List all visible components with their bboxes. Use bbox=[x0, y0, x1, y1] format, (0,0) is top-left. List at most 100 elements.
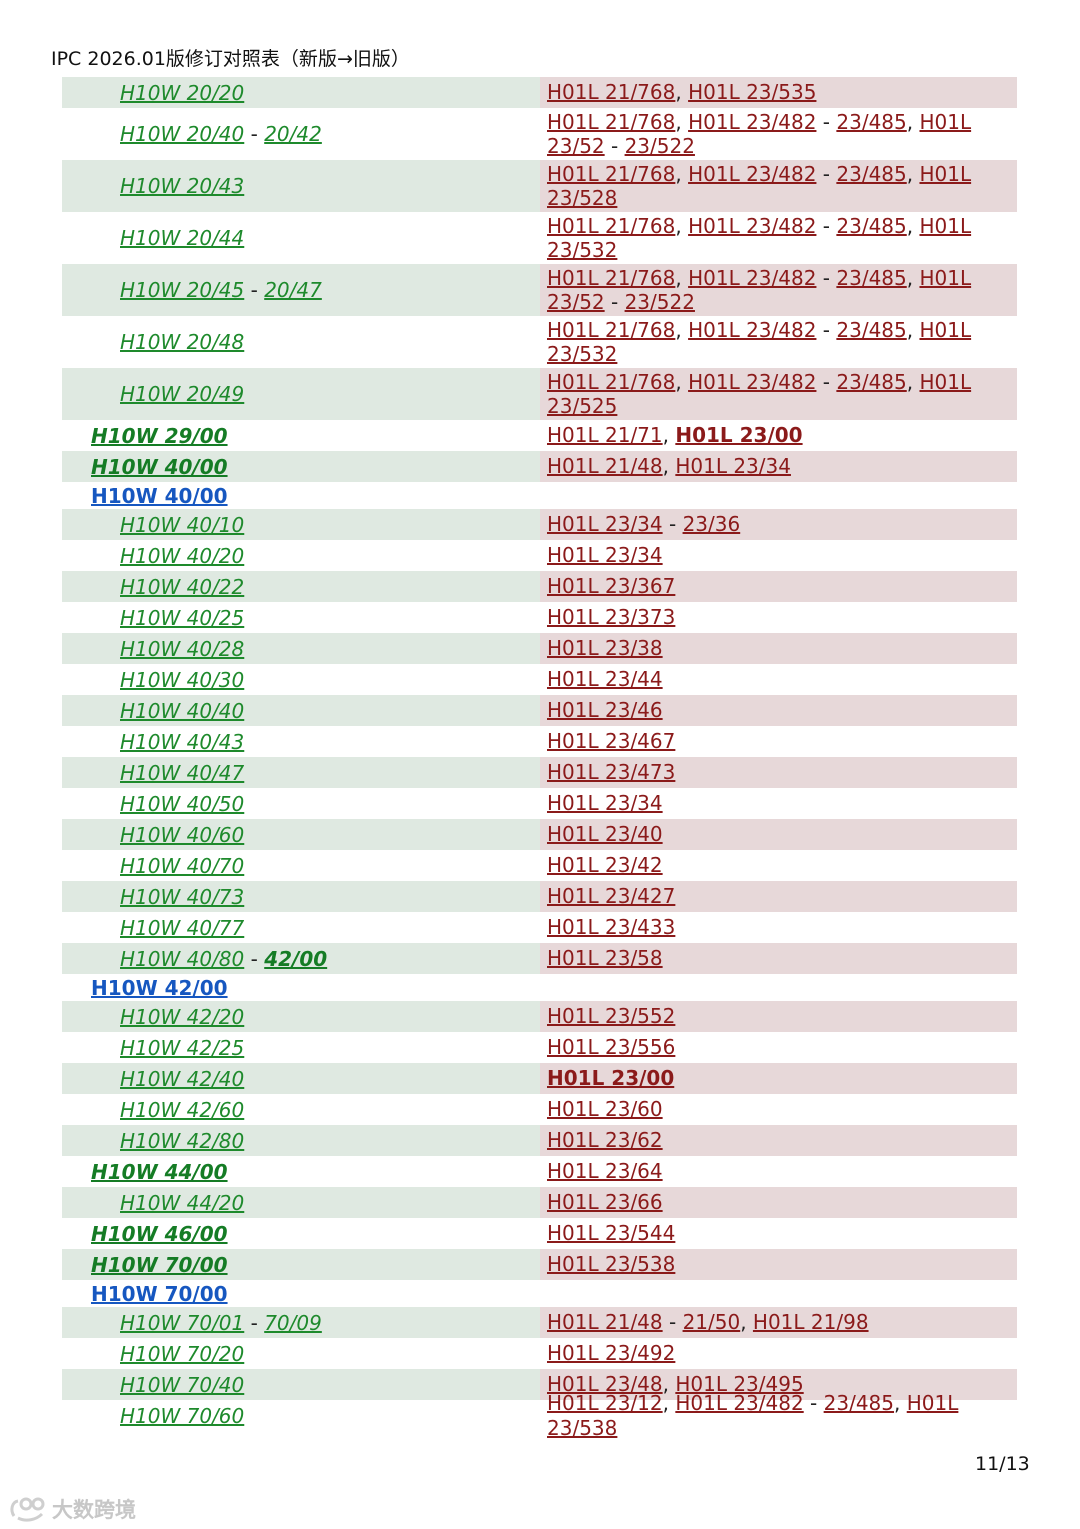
new-code-link[interactable]: H10W 42/80 bbox=[120, 1128, 245, 1153]
old-code-link[interactable]: H01L 23/52 bbox=[547, 109, 972, 159]
old-code-link[interactable]: 23/485 bbox=[823, 1391, 895, 1415]
old-main-group-link[interactable]: H01L 23/00 bbox=[675, 423, 803, 448]
new-code-link[interactable]: H10W 40/50 bbox=[120, 791, 245, 816]
old-code-link[interactable]: H01L 23/552 bbox=[547, 1004, 676, 1029]
new-code-link[interactable]: H10W 70/40 bbox=[120, 1372, 245, 1397]
new-code-link[interactable]: H10W 42/60 bbox=[120, 1097, 245, 1122]
old-code-link[interactable]: H01L 21/768 bbox=[547, 80, 676, 105]
old-code-link[interactable]: H01L 23/556 bbox=[547, 1035, 676, 1060]
new-code-link[interactable]: H10W 40/28 bbox=[120, 636, 245, 661]
old-code-link[interactable]: H01L 23/60 bbox=[547, 1097, 663, 1122]
group-header-link[interactable]: H10W 42/00 bbox=[91, 975, 228, 1000]
old-code-link[interactable]: H01L 23/34 bbox=[675, 454, 791, 479]
old-code-link[interactable]: H01L 21/48 bbox=[547, 454, 663, 479]
old-code-link[interactable]: H01L 23/467 bbox=[547, 729, 676, 754]
old-code-link[interactable]: H01L 23/538 bbox=[547, 1252, 676, 1277]
old-code-link[interactable]: 23/485 bbox=[836, 317, 907, 342]
new-code-link[interactable]: H10W 40/73 bbox=[120, 884, 245, 909]
new-code-link[interactable]: H10W 40/40 bbox=[120, 698, 245, 723]
new-code-link[interactable]: H10W 40/47 bbox=[120, 760, 245, 785]
new-code-link[interactable]: H10W 40/30 bbox=[120, 667, 245, 692]
old-code-link[interactable]: H01L 23/532 bbox=[547, 213, 972, 263]
old-code-link[interactable]: H01L 21/768 bbox=[547, 369, 676, 394]
old-code-link[interactable]: 23/485 bbox=[836, 109, 907, 134]
old-code-link[interactable]: H01L 23/482 bbox=[688, 317, 817, 342]
old-code-link[interactable]: H01L 23/12 bbox=[547, 1391, 663, 1415]
new-main-group-link[interactable]: H10W 40/00 bbox=[91, 454, 228, 479]
old-code-link[interactable]: H01L 23/373 bbox=[547, 605, 676, 630]
old-code-link[interactable]: 23/522 bbox=[624, 134, 695, 158]
old-code-link[interactable]: H01L 21/98 bbox=[752, 1310, 869, 1335]
new-code-link[interactable]: H10W 42/25 bbox=[120, 1035, 245, 1060]
old-code-link[interactable]: H01L 23/48 bbox=[547, 1372, 663, 1397]
old-code-link[interactable]: H01L 23/34 bbox=[547, 512, 663, 537]
old-code-link[interactable]: H01L 21/768 bbox=[547, 161, 676, 186]
old-code-link[interactable]: H01L 23/544 bbox=[547, 1221, 676, 1246]
old-code-link[interactable]: 23/485 bbox=[836, 369, 907, 394]
new-main-group-link[interactable]: H10W 29/00 bbox=[91, 423, 228, 448]
new-code-link[interactable]: 20/42 bbox=[264, 122, 322, 146]
new-code-link[interactable]: H10W 42/20 bbox=[120, 1004, 245, 1029]
old-code-link[interactable]: H01L 23/42 bbox=[547, 853, 663, 878]
group-header-link[interactable]: H10W 40/00 bbox=[91, 483, 228, 508]
new-code-link[interactable]: H10W 20/43 bbox=[120, 174, 245, 198]
new-main-group-link[interactable]: 42/00 bbox=[264, 946, 328, 971]
new-code-link[interactable]: H10W 40/60 bbox=[120, 822, 245, 847]
new-main-group-link[interactable]: H10W 44/00 bbox=[91, 1159, 228, 1184]
old-code-link[interactable]: H01L 23/44 bbox=[547, 667, 663, 692]
new-code-link[interactable]: H10W 40/70 bbox=[120, 853, 245, 878]
new-code-link[interactable]: H10W 70/20 bbox=[120, 1341, 245, 1366]
new-code-link[interactable]: 70/09 bbox=[264, 1310, 322, 1335]
group-header-link[interactable]: H10W 70/00 bbox=[91, 1281, 228, 1306]
old-code-link[interactable]: H01L 23/40 bbox=[547, 822, 663, 847]
old-code-link[interactable]: H01L 23/46 bbox=[547, 698, 663, 723]
old-code-link[interactable]: 23/485 bbox=[836, 265, 907, 290]
old-code-link[interactable]: H01L 23/528 bbox=[547, 161, 972, 211]
old-code-link[interactable]: H01L 21/768 bbox=[547, 317, 676, 342]
old-code-link[interactable]: H01L 23/52 bbox=[547, 265, 972, 315]
old-code-link[interactable]: H01L 21/71 bbox=[547, 423, 663, 448]
old-code-link[interactable]: H01L 23/58 bbox=[547, 946, 663, 971]
old-code-link[interactable]: H01L 23/482 bbox=[688, 109, 817, 134]
new-code-link[interactable]: H10W 70/60 bbox=[120, 1403, 245, 1428]
old-code-link[interactable]: H01L 23/473 bbox=[547, 760, 676, 785]
old-code-link[interactable]: H01L 23/34 bbox=[547, 791, 663, 816]
old-code-link[interactable]: H01L 23/427 bbox=[547, 884, 676, 909]
new-code-link[interactable]: H10W 40/80 bbox=[120, 946, 245, 971]
old-code-link[interactable]: H01L 23/482 bbox=[675, 1391, 804, 1415]
new-main-group-link[interactable]: H10W 70/00 bbox=[91, 1252, 228, 1277]
new-main-group-link[interactable]: H10W 46/00 bbox=[91, 1221, 228, 1246]
old-code-link[interactable]: H01L 21/768 bbox=[547, 109, 676, 134]
old-code-link[interactable]: H01L 23/482 bbox=[688, 213, 817, 238]
old-code-link[interactable]: 23/522 bbox=[624, 290, 695, 314]
new-code-link[interactable]: H10W 40/77 bbox=[120, 915, 245, 940]
new-code-link[interactable]: H10W 40/10 bbox=[120, 512, 245, 537]
old-code-link[interactable]: H01L 23/492 bbox=[547, 1341, 676, 1366]
old-code-link[interactable]: H01L 23/38 bbox=[547, 636, 663, 661]
old-code-link[interactable]: H01L 23/62 bbox=[547, 1128, 663, 1153]
old-code-link[interactable]: H01L 21/48 bbox=[547, 1310, 663, 1335]
old-code-link[interactable]: H01L 23/482 bbox=[688, 369, 817, 394]
new-code-link[interactable]: H10W 40/22 bbox=[120, 574, 245, 599]
old-main-group-link[interactable]: H01L 23/00 bbox=[547, 1066, 675, 1091]
new-code-link[interactable]: H10W 40/25 bbox=[120, 605, 245, 630]
new-code-link[interactable]: 20/47 bbox=[264, 278, 322, 302]
old-code-link[interactable]: H01L 23/433 bbox=[547, 915, 676, 940]
new-code-link[interactable]: H10W 42/40 bbox=[120, 1066, 245, 1091]
new-code-link[interactable]: H10W 40/20 bbox=[120, 543, 245, 568]
new-code-link[interactable]: H10W 20/45 bbox=[120, 278, 245, 302]
old-code-link[interactable]: H01L 23/34 bbox=[547, 543, 663, 568]
old-code-link[interactable]: H01L 23/532 bbox=[547, 317, 972, 367]
new-code-link[interactable]: H10W 44/20 bbox=[120, 1190, 245, 1215]
old-code-link[interactable]: H01L 23/538 bbox=[547, 1391, 959, 1440]
new-code-link[interactable]: H10W 20/44 bbox=[120, 226, 245, 250]
old-code-link[interactable]: H01L 23/64 bbox=[547, 1159, 663, 1184]
new-code-link[interactable]: H10W 20/40 bbox=[120, 122, 245, 146]
old-code-link[interactable]: H01L 21/768 bbox=[547, 213, 676, 238]
new-code-link[interactable]: H10W 20/20 bbox=[120, 80, 245, 105]
old-code-link[interactable]: H01L 23/482 bbox=[688, 265, 817, 290]
old-code-link[interactable]: H01L 23/535 bbox=[688, 80, 817, 105]
new-code-link[interactable]: H10W 40/43 bbox=[120, 729, 245, 754]
old-code-link[interactable]: 23/36 bbox=[682, 512, 741, 537]
old-code-link[interactable]: H01L 23/495 bbox=[675, 1372, 804, 1397]
